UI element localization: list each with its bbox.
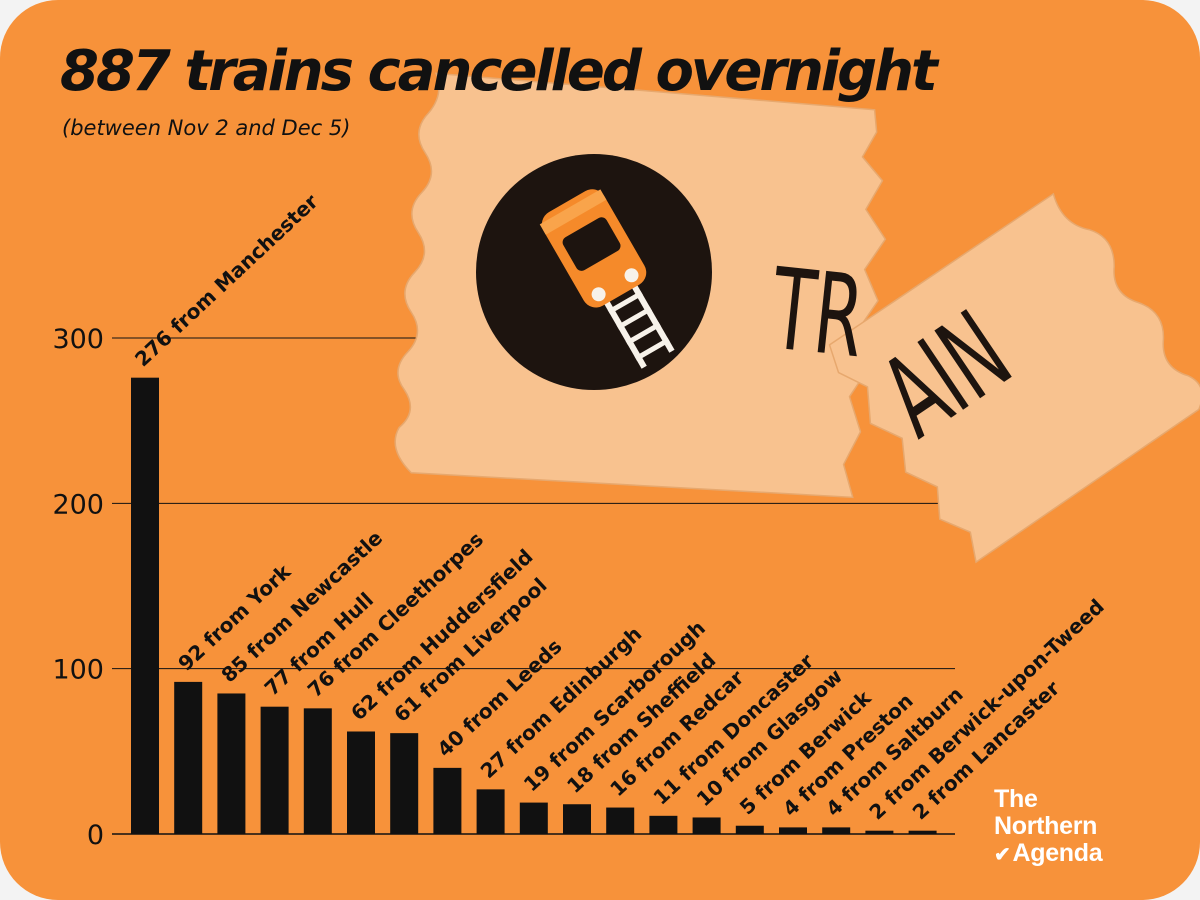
bar — [476, 789, 505, 834]
bar — [260, 706, 289, 834]
checkmark-icon: ✔ — [994, 844, 1011, 866]
bar-data-label: 276 from Manchester — [130, 189, 323, 371]
bar — [303, 708, 332, 834]
bar — [908, 830, 937, 834]
train-on-tracks-icon — [476, 154, 712, 390]
bar — [433, 767, 462, 834]
bars — [131, 377, 937, 834]
bar — [692, 817, 721, 834]
ticket-illustration: TR AIN — [394, 72, 1200, 564]
bar — [649, 815, 678, 834]
bar — [606, 807, 635, 834]
bar — [390, 733, 419, 834]
logo-line-1: The — [994, 785, 1038, 813]
ticket-text-left: TR — [765, 244, 869, 383]
publisher-logo: The Northern ✔Agenda — [994, 785, 1103, 869]
bar — [779, 827, 807, 834]
logo-line-3: Agenda — [1012, 839, 1103, 867]
bar — [563, 804, 591, 834]
bar — [822, 827, 851, 834]
bar — [217, 693, 246, 834]
bar — [347, 731, 375, 834]
y-tick-label: 0 — [87, 820, 104, 851]
bar — [174, 681, 203, 834]
bar — [735, 825, 764, 834]
chart-title: 887 trains cancelled overnight — [60, 39, 938, 104]
logo-line-3-row: ✔Agenda — [994, 839, 1103, 869]
logo-line-2: Northern — [994, 812, 1098, 840]
ticket-right-piece — [828, 192, 1200, 564]
bar — [865, 830, 894, 834]
y-tick-label: 200 — [52, 489, 104, 520]
bar — [519, 802, 548, 834]
y-tick-label: 100 — [52, 655, 104, 686]
y-axis: 0 100 200 300 — [52, 324, 104, 851]
y-tick-label: 300 — [52, 324, 104, 355]
bar — [131, 377, 159, 834]
chart-subtitle: (between Nov 2 and Dec 5) — [62, 116, 351, 140]
